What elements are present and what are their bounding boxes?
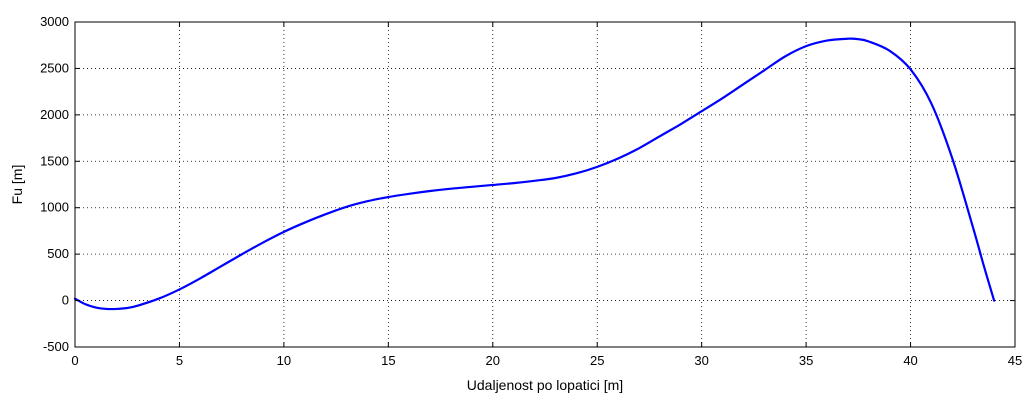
series-layer (73, 37, 996, 311)
x-tick-label: 30 (694, 353, 708, 368)
x-tick-label: 20 (486, 353, 500, 368)
x-tick-label: 5 (176, 353, 183, 368)
y-tick-label: 3000 (40, 14, 69, 29)
y-tick-label: 2500 (40, 60, 69, 75)
x-tick-label: 35 (799, 353, 813, 368)
y-tick-label: 1500 (40, 153, 69, 168)
ticks: 0 5 10 15 20 25 30 35 40 45-500050010001500200025… (40, 14, 1022, 368)
y-tick-label: 1000 (40, 200, 69, 215)
x-tick-label: 15 (381, 353, 395, 368)
x-tick-label: 45 (1008, 353, 1022, 368)
plot-frame (74, 21, 1016, 348)
x-tick-label: 0 (71, 353, 78, 368)
y-tick-label: -500 (43, 339, 69, 354)
y-tick-label: 500 (47, 246, 69, 261)
y-tick-label: 0 (62, 293, 69, 308)
x-tick-label: 25 (590, 353, 604, 368)
series-line (73, 37, 996, 311)
x-tick-label: 10 (277, 353, 291, 368)
y-tick-label: 2000 (40, 107, 69, 122)
x-axis-label: Udaljenost po lopatici [m] (467, 377, 623, 393)
grid (75, 22, 1015, 347)
x-tick-label: 40 (903, 353, 917, 368)
y-axis-label: Fu [m] (9, 165, 25, 205)
